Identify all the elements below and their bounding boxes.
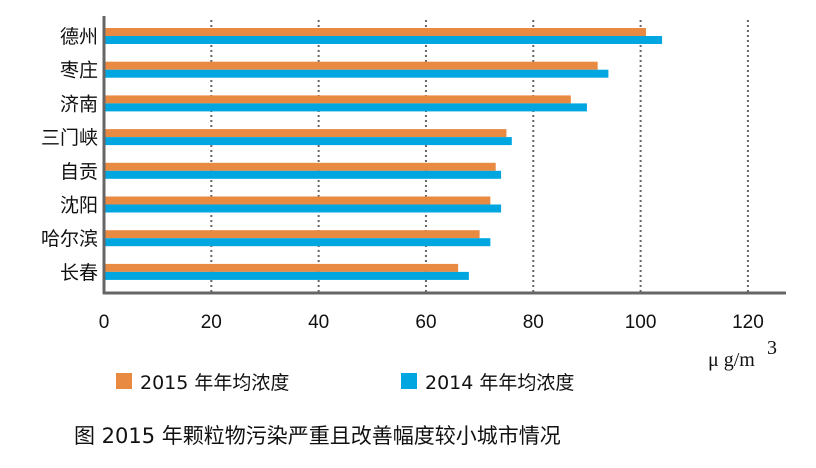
category-label: 哈尔滨 — [41, 228, 98, 250]
x-axis-unit-superscript: 3 — [767, 337, 777, 359]
bar-2015 — [104, 95, 571, 104]
chart-title: 图 2015 年颗粒物污染严重且改善幅度较小城市情况 — [74, 424, 561, 448]
x-axis-unit: μ g/m — [708, 349, 755, 371]
legend-swatch — [116, 373, 132, 389]
bar-2015 — [104, 230, 480, 239]
bar-2015 — [104, 129, 507, 138]
bar-2014 — [104, 36, 663, 44]
x-tick-label: 20 — [201, 312, 222, 333]
x-tick-label: 0 — [99, 312, 110, 333]
category-label: 沈阳 — [60, 195, 98, 217]
legend-label: 2015 年年均浓度 — [140, 372, 289, 394]
category-label: 济南 — [60, 93, 98, 115]
category-label: 德州 — [60, 26, 98, 48]
legend-label: 2014 年年均浓度 — [425, 372, 574, 394]
x-tick-label: 120 — [732, 312, 764, 333]
bar-2014 — [104, 170, 502, 179]
bar-2014 — [104, 137, 512, 146]
category-label: 长春 — [60, 262, 98, 284]
bar-2015 — [104, 61, 598, 70]
bar-2015 — [104, 263, 459, 272]
bar-2014 — [104, 204, 502, 213]
legend-swatch — [401, 373, 417, 389]
bar-2015 — [104, 196, 491, 205]
bar-2015 — [104, 28, 646, 36]
bar-2015 — [104, 162, 496, 171]
category-label: 自贡 — [60, 161, 98, 183]
x-tick-label: 40 — [308, 312, 329, 333]
category-label: 枣庄 — [60, 60, 98, 82]
bar-2014 — [104, 69, 609, 78]
category-label: 三门峡 — [41, 127, 98, 149]
x-tick-label: 60 — [415, 312, 436, 333]
bar-2014 — [104, 271, 469, 280]
x-tick-label: 100 — [625, 312, 657, 333]
bar-2014 — [104, 103, 587, 112]
x-tick-label: 80 — [523, 312, 544, 333]
bar-2014 — [104, 238, 491, 247]
